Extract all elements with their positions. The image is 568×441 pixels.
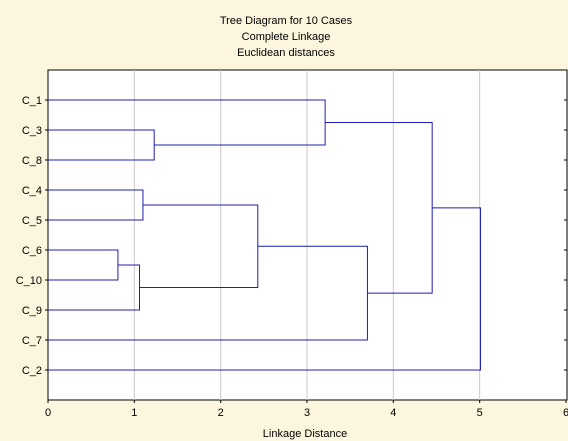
x-tick-label-3: 3 bbox=[304, 407, 310, 419]
x-tick-label-2: 2 bbox=[218, 407, 224, 419]
x-tick-label-6: 6 bbox=[563, 407, 568, 419]
leaf-label-C_4: C_4 bbox=[22, 185, 42, 197]
leaf-label-C_2: C_2 bbox=[22, 365, 42, 377]
leaf-label-C_1: C_1 bbox=[22, 95, 42, 107]
leaf-label-C_3: C_3 bbox=[22, 125, 42, 137]
chart-title: Tree Diagram for 10 Cases bbox=[220, 15, 353, 27]
x-tick-label-4: 4 bbox=[390, 407, 396, 419]
leaf-label-C_6: C_6 bbox=[22, 245, 42, 257]
chart-subtitle-distance: Euclidean distances bbox=[237, 47, 335, 59]
leaf-label-C_7: C_7 bbox=[22, 335, 42, 347]
leaf-label-C_5: C_5 bbox=[22, 215, 42, 227]
x-tick-label-0: 0 bbox=[45, 407, 51, 419]
x-axis-label: Linkage Distance bbox=[263, 428, 347, 440]
x-tick-label-1: 1 bbox=[131, 407, 137, 419]
x-tick-label-5: 5 bbox=[477, 407, 483, 419]
leaf-label-C_10: C_10 bbox=[16, 275, 42, 287]
leaf-label-C_9: C_9 bbox=[22, 305, 42, 317]
leaf-label-C_8: C_8 bbox=[22, 155, 42, 167]
chart-subtitle-linkage: Complete Linkage bbox=[242, 31, 331, 43]
